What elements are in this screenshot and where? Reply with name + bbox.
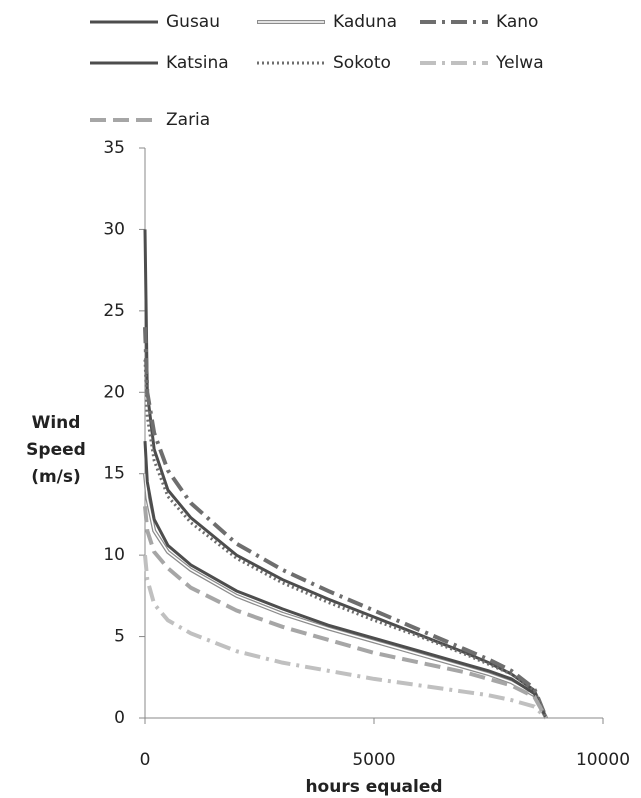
- y-axis-label: Speed: [26, 440, 86, 460]
- legend-label: Zaria: [166, 110, 210, 130]
- y-tick-label: 10: [103, 545, 125, 565]
- x-tick-label: 10000: [576, 750, 630, 770]
- series-line-inner: [144, 473, 547, 719]
- legend-label: Gusau: [166, 12, 220, 32]
- series-line: [143, 229, 548, 719]
- y-tick-label: 30: [103, 219, 125, 239]
- legend-label: Katsina: [166, 53, 229, 73]
- series-line: [143, 554, 548, 720]
- legend-label: Kano: [496, 12, 538, 32]
- legend-label: Yelwa: [495, 53, 544, 73]
- y-tick-label: 5: [114, 627, 125, 647]
- y-tick-label: 35: [103, 138, 125, 158]
- y-axis-label: (m/s): [31, 467, 81, 487]
- series-line: [143, 473, 548, 719]
- legend-label: Kaduna: [333, 12, 397, 32]
- series-line: [143, 359, 548, 719]
- series-line: [143, 327, 549, 719]
- legend-label: Sokoto: [333, 53, 391, 73]
- x-tick-label: 5000: [352, 750, 395, 770]
- y-tick-label: 0: [114, 708, 125, 728]
- y-tick-label: 15: [103, 464, 125, 484]
- y-tick-label: 20: [103, 382, 125, 402]
- x-axis-label: hours equaled: [305, 777, 442, 797]
- y-axis-label: Wind: [32, 413, 81, 433]
- y-tick-label: 25: [103, 301, 125, 321]
- x-tick-label: 0: [140, 750, 151, 770]
- series-line: [143, 441, 548, 719]
- series-line: [143, 506, 548, 719]
